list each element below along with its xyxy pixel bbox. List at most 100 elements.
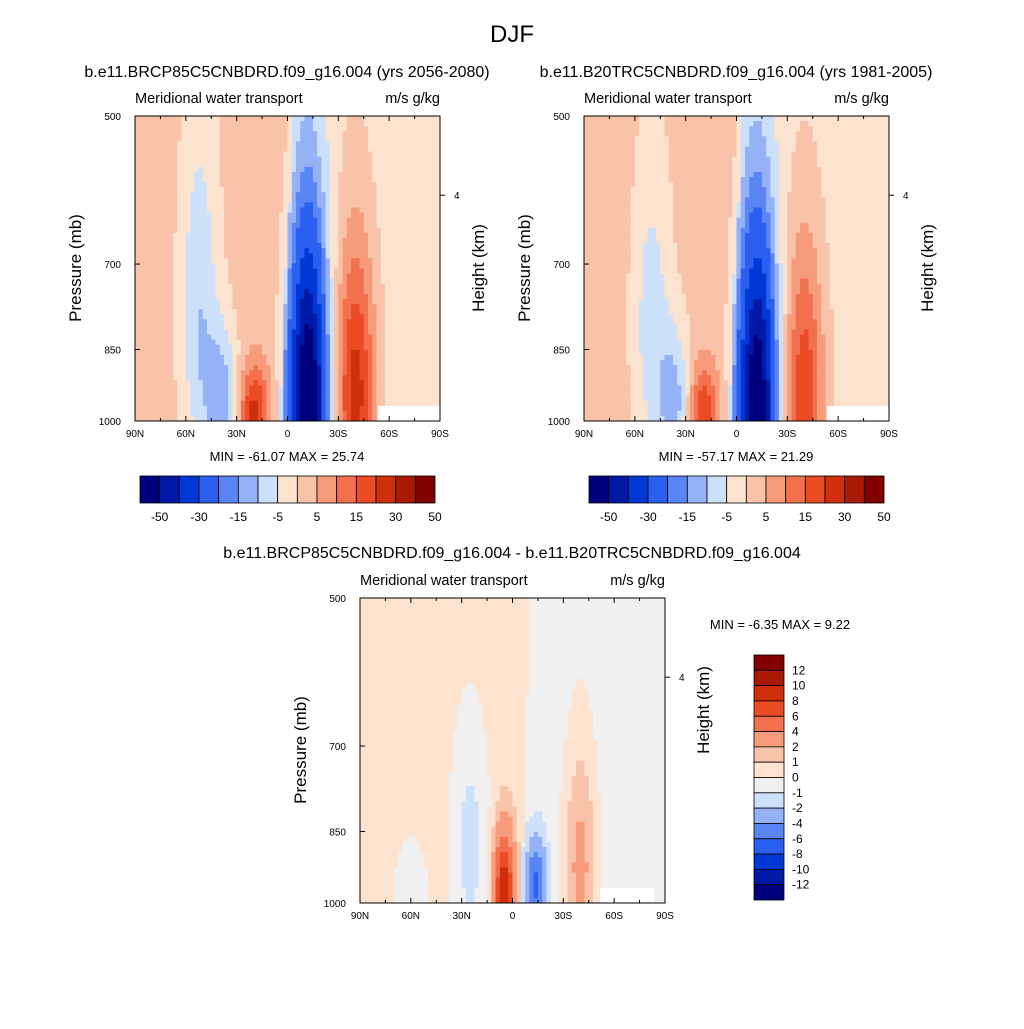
field-cell	[211, 243, 216, 249]
field-cell	[262, 233, 267, 239]
field-cell	[775, 121, 780, 127]
field-cell	[326, 136, 331, 142]
field-cell	[160, 258, 165, 264]
field-cell	[398, 396, 403, 402]
field-cell	[355, 192, 360, 198]
field-cell	[245, 274, 250, 280]
field-cell	[330, 284, 335, 290]
field-cell	[271, 385, 276, 391]
field-cell	[427, 253, 432, 259]
field-cell	[355, 284, 360, 290]
colorbar-box	[396, 476, 416, 503]
field-cell	[203, 411, 208, 417]
field-cell	[143, 177, 148, 183]
field-cell	[792, 147, 797, 153]
field-cell	[215, 202, 220, 208]
field-cell	[321, 355, 326, 361]
field-cell	[343, 324, 348, 330]
field-cell	[381, 355, 386, 361]
field-cell	[419, 238, 424, 244]
field-cell	[245, 375, 250, 381]
field-cell	[410, 350, 415, 356]
field-cell	[351, 304, 356, 310]
field-cell	[271, 182, 276, 188]
field-cell	[224, 380, 229, 386]
field-cell	[364, 172, 369, 178]
field-cell	[360, 375, 365, 381]
field-cell	[393, 197, 398, 203]
y-right-tick-label: 4	[454, 191, 460, 202]
field-cell	[160, 380, 165, 386]
field-cell	[851, 121, 856, 127]
field-cell	[317, 314, 322, 320]
field-cell	[406, 370, 411, 376]
field-cell	[249, 167, 254, 173]
field-cell	[283, 401, 288, 407]
field-cell	[262, 365, 267, 371]
field-cell	[288, 228, 293, 234]
field-cell	[592, 147, 597, 153]
field-cell	[186, 248, 191, 254]
field-cell	[232, 375, 237, 381]
field-cell	[381, 258, 386, 264]
field-cell	[406, 243, 411, 249]
field-cell	[673, 116, 678, 122]
field-cell	[160, 335, 165, 341]
field-cell	[215, 172, 220, 178]
field-cell	[186, 228, 191, 234]
field-cell	[262, 375, 267, 381]
field-cell	[266, 233, 271, 239]
field-cell	[360, 187, 365, 193]
field-cell	[148, 355, 153, 361]
field-cell	[423, 396, 428, 402]
field-cell	[410, 126, 415, 132]
field-cell	[389, 192, 394, 198]
field-cell	[283, 238, 288, 244]
field-cell	[245, 208, 250, 214]
field-cell	[364, 131, 369, 137]
field-cell	[258, 360, 263, 366]
field-cell	[186, 197, 191, 203]
field-cell	[156, 126, 161, 132]
field-cell	[241, 274, 246, 280]
field-cell	[148, 396, 153, 402]
field-cell	[364, 152, 369, 158]
field-cell	[224, 263, 229, 269]
field-cell	[343, 182, 348, 188]
field-cell	[398, 380, 403, 386]
field-cell	[423, 324, 428, 330]
field-cell	[652, 152, 657, 158]
field-cell	[703, 131, 708, 137]
field-cell	[283, 243, 288, 249]
field-cell	[766, 136, 771, 142]
field-cell	[288, 116, 293, 122]
field-cell	[237, 340, 242, 346]
field-cell	[343, 385, 348, 391]
field-cell	[245, 370, 250, 376]
field-cell	[177, 147, 182, 153]
field-cell	[177, 370, 182, 376]
field-cell	[156, 401, 161, 407]
field-cell	[313, 289, 318, 295]
field-cell	[228, 202, 233, 208]
field-cell	[165, 370, 170, 376]
field-cell	[304, 228, 309, 234]
y-tick-label: 850	[104, 345, 121, 356]
field-cell	[389, 401, 394, 407]
field-cell	[360, 197, 365, 203]
field-cell	[152, 136, 157, 142]
field-cell	[254, 177, 259, 183]
field-cell	[398, 385, 403, 391]
field-cell	[698, 121, 703, 127]
field-cell	[228, 177, 233, 183]
field-cell	[288, 380, 293, 386]
field-cell	[249, 304, 254, 310]
field-cell	[321, 299, 326, 305]
field-cell	[262, 228, 267, 234]
field-cell	[419, 365, 424, 371]
field-cell	[605, 136, 610, 142]
field-cell	[139, 411, 144, 417]
field-cell	[389, 172, 394, 178]
field-cell	[876, 116, 881, 122]
field-cell	[381, 157, 386, 163]
